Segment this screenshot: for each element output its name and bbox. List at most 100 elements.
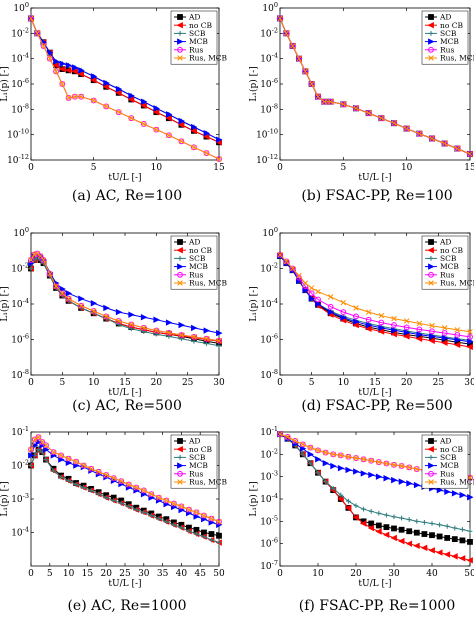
data-point: [315, 447, 321, 454]
data-point: [43, 442, 49, 449]
data-point: [191, 334, 197, 340]
data-point: [59, 81, 66, 87]
x-tick-label: 10: [63, 569, 75, 579]
subplot-b: 0 5 10 15 10-12 10-10 10-8 10-6 10-4 10-2 100 tU/L …: [248, 1, 474, 204]
data-point: [403, 125, 410, 132]
data-point: [71, 68, 78, 75]
data-point: [337, 464, 345, 472]
x-tick-label: 0: [277, 569, 283, 579]
legend-label: Rus: [189, 270, 203, 279]
legend-label: Rus, MCB: [189, 279, 228, 288]
data-point: [283, 258, 290, 265]
legend-marker: [428, 263, 435, 270]
legend-marker: [177, 55, 183, 61]
x-axis-label: tU/L [-]: [358, 388, 391, 398]
x-tick-label: 10: [401, 163, 413, 173]
data-point: [330, 485, 336, 491]
data-point: [308, 81, 315, 87]
legend-label: no CB: [440, 246, 463, 255]
legend-marker: [176, 445, 183, 453]
data-point: [59, 290, 66, 297]
data-point: [65, 455, 72, 462]
data-point: [103, 495, 109, 501]
data-point: [78, 302, 85, 309]
data-point: [283, 258, 290, 265]
y-tick-label: 10-2: [11, 26, 29, 39]
data-point: [141, 325, 147, 331]
data-point: [467, 338, 474, 345]
x-tick-label: 5: [59, 378, 65, 388]
data-point: [467, 474, 473, 481]
data-point: [191, 324, 198, 332]
data-point: [28, 463, 34, 468]
x-tick-label: 15: [464, 163, 474, 173]
data-point: [203, 150, 210, 156]
data-point: [458, 555, 466, 562]
y-tick-label: 10-1: [260, 425, 278, 438]
data-point: [353, 468, 360, 475]
data-point: [441, 339, 448, 347]
data-point: [403, 333, 410, 340]
data-point: [344, 504, 352, 512]
data-point: [208, 515, 215, 522]
x-tick-label: 15: [119, 378, 131, 388]
data-point: [178, 332, 185, 338]
data-point: [340, 101, 347, 108]
legend-label: Rus: [189, 45, 203, 54]
legend-marker: [177, 455, 183, 460]
data-point: [429, 135, 435, 142]
data-point: [186, 528, 192, 534]
data-point: [429, 135, 435, 142]
legend-marker: [428, 280, 434, 286]
data-point: [65, 459, 73, 467]
data-point: [405, 540, 413, 547]
data-point: [90, 97, 97, 104]
data-point: [53, 68, 59, 75]
data-point: [451, 553, 458, 560]
data-point: [330, 462, 337, 470]
data-point: [141, 487, 147, 494]
data-point: [383, 524, 390, 531]
data-point: [299, 445, 307, 452]
data-point: [165, 114, 172, 122]
x-tick-label: 5: [91, 163, 97, 173]
data-point: [346, 498, 351, 504]
data-point: [90, 97, 97, 104]
data-point: [315, 93, 321, 100]
x-tick-label: 20: [401, 378, 413, 388]
data-point: [413, 529, 420, 536]
data-point: [302, 280, 309, 286]
data-point: [441, 140, 448, 147]
data-point: [378, 319, 385, 326]
data-point: [50, 449, 57, 456]
series-line: [30, 448, 220, 544]
data-point: [299, 441, 306, 448]
legend-label: AD: [439, 437, 451, 446]
legend-marker: [427, 246, 434, 254]
data-point: [327, 308, 335, 316]
legend-marker: [428, 470, 434, 477]
data-point: [382, 531, 390, 538]
legend-box: [421, 235, 469, 290]
data-point: [444, 488, 451, 496]
data-point: [125, 481, 132, 488]
data-point: [126, 504, 132, 509]
y-tick-label: 10-4: [260, 297, 278, 310]
data-point: [43, 457, 49, 463]
data-point: [391, 514, 397, 520]
data-point: [178, 138, 185, 145]
data-point: [292, 438, 298, 444]
legend-marker: [428, 38, 435, 45]
data-point: [321, 98, 328, 105]
data-point: [441, 334, 449, 342]
legend-label: MCB: [440, 262, 459, 271]
y-tick-label: 10-6: [260, 77, 278, 90]
data-point: [90, 308, 97, 314]
subplot-caption: (e) AC, Re=1000: [67, 598, 186, 614]
data-point: [46, 270, 53, 277]
data-point: [337, 495, 344, 503]
